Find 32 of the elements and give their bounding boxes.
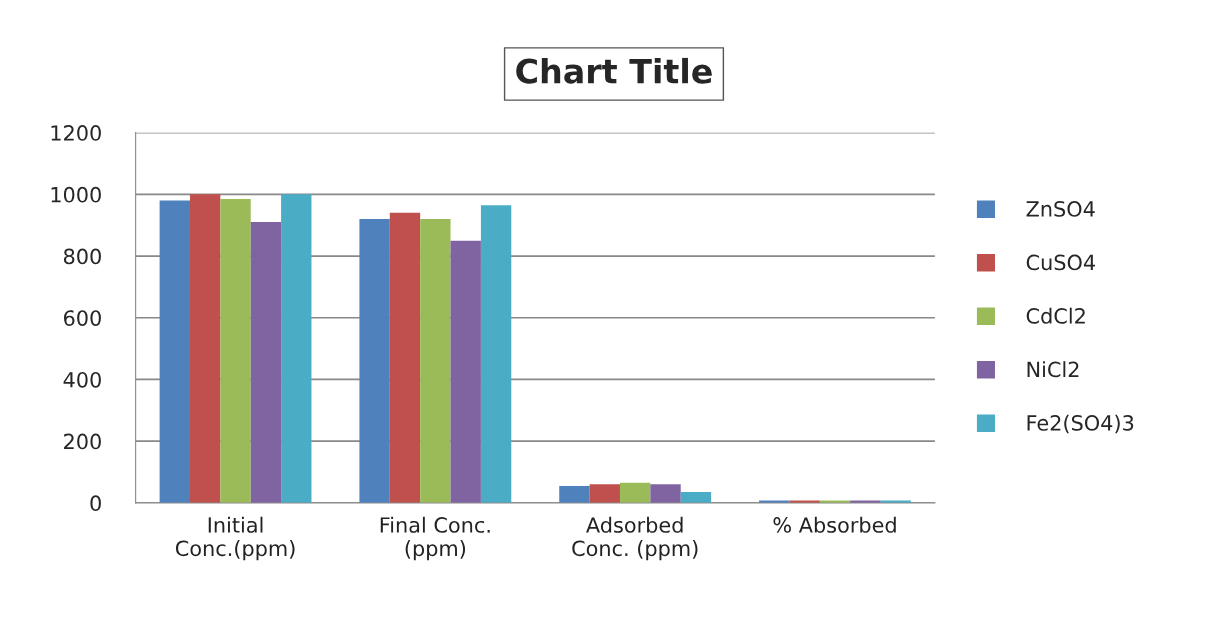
bar — [250, 222, 282, 503]
bar — [450, 240, 481, 503]
y-tick-label: 1200 — [51, 125, 101, 141]
legend-label: Fe2(SO4)3 — [1027, 414, 1134, 434]
bar — [359, 219, 390, 503]
bar — [559, 485, 590, 503]
y-tick-label: 600 — [63, 310, 101, 326]
chart-title: Chart Title — [516, 57, 712, 84]
bar — [650, 484, 681, 503]
y-tick-label: 200 — [64, 433, 101, 450]
x-tick-label: Final Conc. (ppm) — [380, 516, 490, 561]
bar — [420, 219, 451, 503]
bar — [281, 194, 312, 503]
legend-label: CuSO4 — [1026, 254, 1095, 271]
legend-label: CdCl2 — [1026, 307, 1085, 324]
y-tick-label: 800 — [63, 248, 101, 265]
bar — [220, 198, 251, 503]
y-tick-label: 1000 — [51, 186, 101, 203]
y-tick-label: 0 — [90, 495, 101, 512]
legend-label: ZnSO4 — [1026, 201, 1095, 217]
y-tick-label: 400 — [63, 371, 101, 388]
x-tick-label: % Absorbed — [773, 516, 896, 533]
bar — [619, 482, 651, 503]
bar — [589, 484, 620, 503]
bar — [680, 492, 712, 503]
bar — [159, 200, 190, 503]
bar — [189, 194, 221, 503]
legend-label: NiCl2 — [1027, 361, 1079, 378]
bar — [480, 205, 512, 503]
bar — [389, 212, 421, 503]
x-tick-label: Adsorbed Conc. (ppm) — [572, 516, 698, 561]
x-tick-label: Initial Conc.(ppm) — [175, 516, 295, 561]
